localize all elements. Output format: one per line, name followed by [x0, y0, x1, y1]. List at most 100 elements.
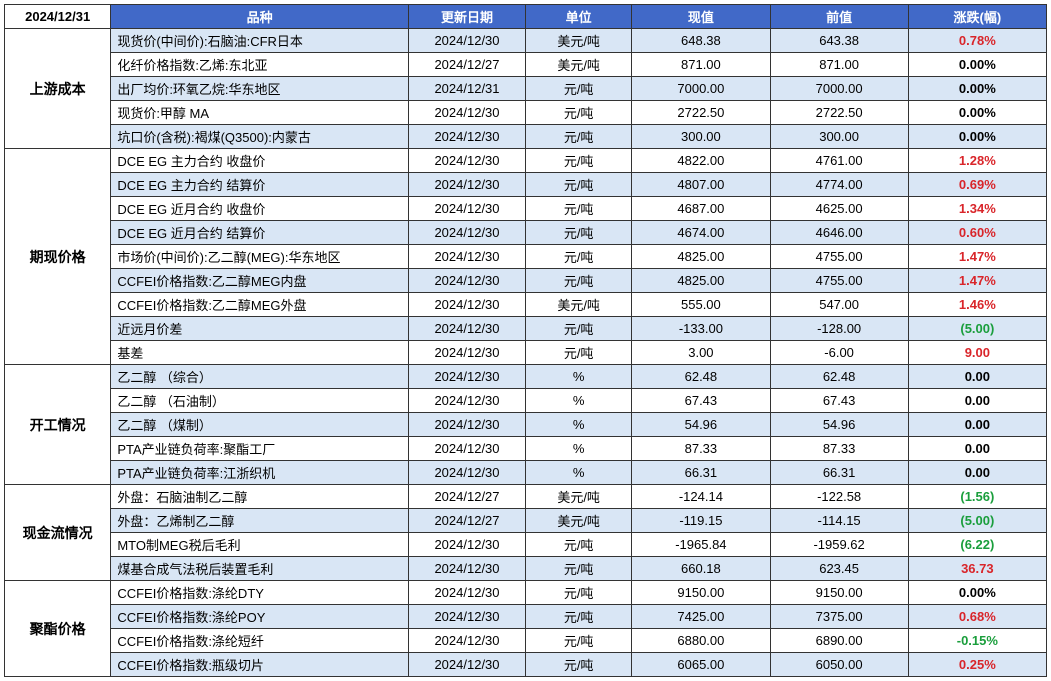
cell-item: PTA产业链负荷率:聚酯工厂	[111, 437, 409, 461]
cell-cur: -119.15	[632, 509, 770, 533]
cell-change: 0.00%	[908, 53, 1046, 77]
cell-change: 0.25%	[908, 653, 1046, 677]
group-label: 开工情况	[5, 365, 111, 485]
table-row: CCFEI价格指数:瓶级切片2024/12/30元/吨6065.006050.0…	[5, 653, 1047, 677]
cell-change: (5.00)	[908, 509, 1046, 533]
cell-unit: 美元/吨	[525, 53, 631, 77]
cell-unit: 美元/吨	[525, 485, 631, 509]
cell-prev: 87.33	[770, 437, 908, 461]
table-row: PTA产业链负荷率:聚酯工厂2024/12/30%87.3387.330.00	[5, 437, 1047, 461]
cell-prev: 4761.00	[770, 149, 908, 173]
cell-unit: 美元/吨	[525, 29, 631, 53]
cell-date: 2024/12/30	[409, 341, 526, 365]
cell-change: 0.00%	[908, 101, 1046, 125]
cell-cur: 7000.00	[632, 77, 770, 101]
cell-prev: 67.43	[770, 389, 908, 413]
header-corner: 2024/12/31	[5, 5, 111, 29]
cell-unit: 元/吨	[525, 245, 631, 269]
cell-change: 0.00	[908, 389, 1046, 413]
table-row: 现金流情况外盘：石脑油制乙二醇2024/12/27美元/吨-124.14-122…	[5, 485, 1047, 509]
cell-item: 乙二醇 （石油制）	[111, 389, 409, 413]
cell-change: (6.22)	[908, 533, 1046, 557]
cell-cur: 4687.00	[632, 197, 770, 221]
cell-cur: 87.33	[632, 437, 770, 461]
cell-prev: 9150.00	[770, 581, 908, 605]
cell-prev: 4755.00	[770, 269, 908, 293]
cell-prev: -122.58	[770, 485, 908, 509]
cell-change: 1.28%	[908, 149, 1046, 173]
cell-unit: %	[525, 413, 631, 437]
cell-prev: 300.00	[770, 125, 908, 149]
cell-unit: 元/吨	[525, 629, 631, 653]
cell-prev: 66.31	[770, 461, 908, 485]
header-previous: 前值	[770, 5, 908, 29]
cell-cur: 6065.00	[632, 653, 770, 677]
cell-change: 1.46%	[908, 293, 1046, 317]
cell-date: 2024/12/30	[409, 461, 526, 485]
cell-date: 2024/12/30	[409, 173, 526, 197]
cell-cur: 54.96	[632, 413, 770, 437]
cell-date: 2024/12/30	[409, 293, 526, 317]
cell-date: 2024/12/30	[409, 605, 526, 629]
cell-change: (5.00)	[908, 317, 1046, 341]
header-current: 现值	[632, 5, 770, 29]
cell-prev: 4646.00	[770, 221, 908, 245]
cell-cur: 9150.00	[632, 581, 770, 605]
cell-unit: %	[525, 437, 631, 461]
cell-item: 外盘：乙烯制乙二醇	[111, 509, 409, 533]
cell-date: 2024/12/30	[409, 29, 526, 53]
cell-date: 2024/12/30	[409, 629, 526, 653]
table-row: 外盘：乙烯制乙二醇2024/12/27美元/吨-119.15-114.15(5.…	[5, 509, 1047, 533]
cell-change: 0.68%	[908, 605, 1046, 629]
cell-item: DCE EG 近月合约 结算价	[111, 221, 409, 245]
table-row: 市场价(中间价):乙二醇(MEG):华东地区2024/12/30元/吨4825.…	[5, 245, 1047, 269]
cell-cur: 62.48	[632, 365, 770, 389]
cell-cur: 4807.00	[632, 173, 770, 197]
cell-unit: 美元/吨	[525, 509, 631, 533]
cell-prev: 623.45	[770, 557, 908, 581]
cell-unit: 元/吨	[525, 557, 631, 581]
cell-unit: 美元/吨	[525, 293, 631, 317]
cell-item: 煤基合成气法税后装置毛利	[111, 557, 409, 581]
cell-unit: 元/吨	[525, 77, 631, 101]
cell-change: 1.47%	[908, 245, 1046, 269]
cell-change: 1.47%	[908, 269, 1046, 293]
cell-cur: 6880.00	[632, 629, 770, 653]
cell-prev: 643.38	[770, 29, 908, 53]
cell-unit: 元/吨	[525, 341, 631, 365]
cell-cur: -1965.84	[632, 533, 770, 557]
cell-item: 近远月价差	[111, 317, 409, 341]
header-unit: 单位	[525, 5, 631, 29]
cell-cur: -133.00	[632, 317, 770, 341]
cell-cur: 4825.00	[632, 269, 770, 293]
table-row: 现货价:甲醇 MA2024/12/30元/吨2722.502722.500.00…	[5, 101, 1047, 125]
cell-prev: 4774.00	[770, 173, 908, 197]
cell-item: DCE EG 主力合约 收盘价	[111, 149, 409, 173]
cell-cur: 871.00	[632, 53, 770, 77]
cell-cur: 67.43	[632, 389, 770, 413]
cell-change: 0.60%	[908, 221, 1046, 245]
cell-change: 0.00	[908, 437, 1046, 461]
cell-date: 2024/12/30	[409, 533, 526, 557]
cell-unit: %	[525, 389, 631, 413]
table-row: 近远月价差2024/12/30元/吨-133.00-128.00(5.00)	[5, 317, 1047, 341]
header-row: 2024/12/31 品种 更新日期 单位 现值 前值 涨跌(幅)	[5, 5, 1047, 29]
table-row: CCFEI价格指数:乙二醇MEG内盘2024/12/30元/吨4825.0047…	[5, 269, 1047, 293]
cell-item: CCFEI价格指数:涤纶DTY	[111, 581, 409, 605]
cell-cur: 300.00	[632, 125, 770, 149]
cell-date: 2024/12/30	[409, 365, 526, 389]
cell-cur: 4822.00	[632, 149, 770, 173]
table-row: 坑口价(含税):褐煤(Q3500):内蒙古2024/12/30元/吨300.00…	[5, 125, 1047, 149]
cell-item: 化纤价格指数:乙烯:东北亚	[111, 53, 409, 77]
table-body: 上游成本现货价(中间价):石脑油:CFR日本2024/12/30美元/吨648.…	[5, 29, 1047, 677]
cell-prev: 7375.00	[770, 605, 908, 629]
cell-unit: 元/吨	[525, 125, 631, 149]
cell-item: CCFEI价格指数:涤纶短纤	[111, 629, 409, 653]
header-item: 品种	[111, 5, 409, 29]
table-row: 基差2024/12/30元/吨3.00-6.009.00	[5, 341, 1047, 365]
group-label: 现金流情况	[5, 485, 111, 581]
cell-change: 0.00	[908, 413, 1046, 437]
table-row: 乙二醇 （煤制）2024/12/30%54.9654.960.00	[5, 413, 1047, 437]
cell-change: 9.00	[908, 341, 1046, 365]
table-row: PTA产业链负荷率:江浙织机2024/12/30%66.3166.310.00	[5, 461, 1047, 485]
